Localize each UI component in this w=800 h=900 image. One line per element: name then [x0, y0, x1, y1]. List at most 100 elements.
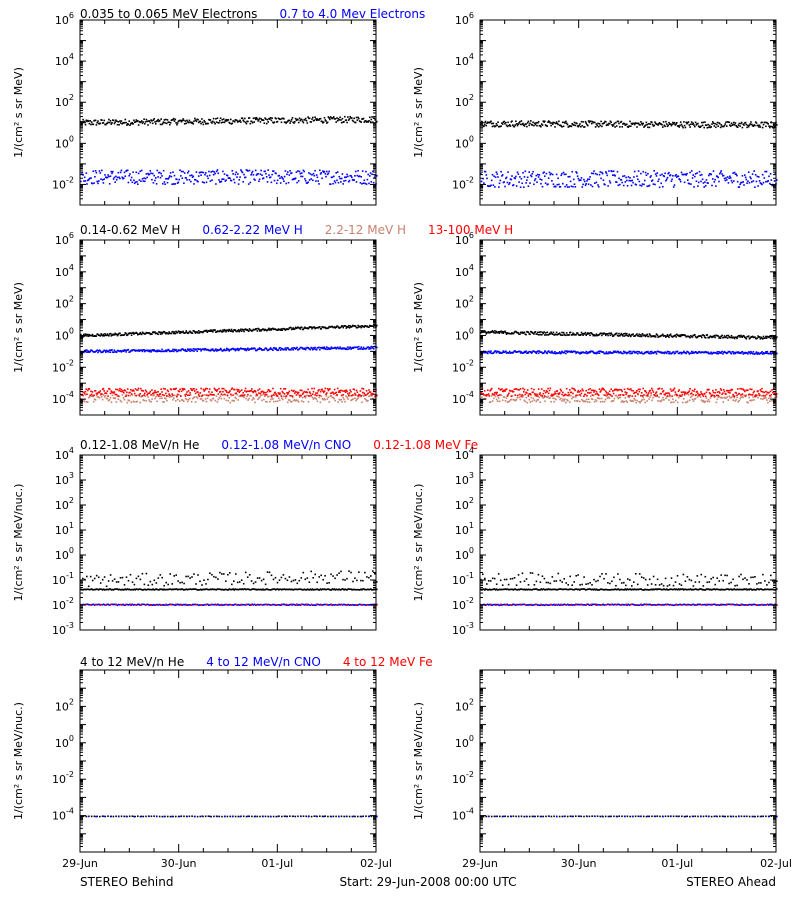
- data-point: [322, 170, 324, 172]
- data-point: [736, 337, 738, 340]
- data-point: [221, 387, 223, 390]
- data-point: [702, 334, 705, 336]
- data-point: [496, 124, 498, 127]
- data-point: [317, 390, 319, 392]
- data-point: [667, 335, 669, 337]
- data-point: [674, 124, 677, 126]
- data-point: [628, 396, 631, 399]
- data-point: [365, 325, 368, 328]
- data-point: [298, 170, 301, 173]
- data-point: [686, 400, 689, 403]
- data-point: [93, 398, 96, 400]
- data-point: [689, 336, 691, 339]
- data-point: [760, 398, 762, 400]
- data-point: [173, 348, 176, 351]
- data-point: [676, 350, 679, 353]
- data-point: [520, 332, 523, 334]
- data-point: [708, 388, 710, 391]
- data-point: [118, 124, 120, 126]
- data-point: [593, 391, 595, 393]
- data-point: [126, 334, 129, 336]
- data-point: [146, 176, 148, 179]
- data-point: [354, 394, 357, 396]
- data-point: [578, 394, 580, 396]
- data-point: [644, 335, 647, 338]
- data-point: [204, 121, 206, 123]
- data-point: [114, 121, 116, 123]
- data-point: [249, 394, 251, 397]
- y-tick-label: 10-2: [452, 175, 474, 191]
- data-point: [629, 120, 631, 123]
- data-point: [518, 389, 520, 391]
- data-point: [556, 390, 559, 392]
- data-point: [315, 394, 318, 397]
- data-point: [108, 349, 111, 351]
- data-point: [590, 120, 592, 123]
- data-point: [550, 352, 552, 354]
- data-point: [685, 401, 688, 404]
- data-point: [303, 170, 305, 173]
- data-point: [321, 347, 323, 350]
- data-point: [99, 335, 102, 337]
- data-point: [94, 170, 97, 172]
- data-point: [761, 121, 763, 124]
- data-point: [621, 181, 623, 184]
- data-point: [125, 395, 127, 397]
- data-point: [345, 347, 348, 350]
- data-point: [153, 394, 155, 396]
- data-point: [340, 181, 342, 183]
- data-point: [106, 390, 109, 392]
- data-point: [330, 346, 333, 348]
- data-point: [208, 174, 211, 177]
- data-point: [706, 400, 709, 403]
- data-point: [344, 115, 346, 118]
- data-point: [125, 121, 127, 124]
- data-point: [108, 118, 110, 121]
- data-point: [669, 388, 672, 390]
- data-point: [116, 395, 119, 398]
- data-point: [215, 183, 217, 185]
- data-point: [641, 333, 644, 335]
- data-point: [530, 175, 533, 178]
- data-point: [373, 117, 376, 120]
- data-point: [622, 350, 625, 353]
- data-point: [605, 334, 607, 337]
- data-point: [671, 123, 673, 126]
- data-point: [183, 394, 186, 396]
- data-point: [111, 394, 114, 397]
- data-point: [494, 391, 497, 394]
- data-point: [616, 170, 619, 173]
- data-point: [701, 393, 704, 396]
- data-point: [672, 388, 675, 391]
- data-point: [638, 333, 641, 336]
- data-point: [254, 390, 257, 393]
- data-point: [550, 401, 552, 403]
- data-point: [333, 180, 336, 182]
- data-point: [172, 171, 174, 173]
- data-point: [118, 389, 120, 392]
- data-point: [258, 118, 260, 121]
- data-point: [300, 175, 302, 178]
- data-point: [172, 350, 175, 353]
- data-point: [334, 118, 337, 120]
- data-point: [334, 399, 336, 402]
- data-point: [684, 126, 687, 129]
- data-point: [677, 175, 680, 178]
- data-point: [626, 401, 629, 403]
- data-point: [725, 393, 727, 395]
- data-point: [521, 396, 524, 398]
- data-point: [168, 395, 170, 398]
- data-point: [717, 176, 719, 179]
- data-point: [204, 173, 206, 176]
- data-point: [164, 350, 166, 352]
- data-point: [218, 179, 220, 181]
- data-point: [364, 325, 366, 327]
- data-point: [290, 326, 292, 329]
- data-point: [134, 181, 137, 183]
- data-point: [761, 351, 763, 353]
- data-point: [575, 352, 577, 355]
- data-point: [500, 394, 503, 396]
- data-point: [329, 395, 332, 397]
- data-point: [592, 394, 595, 397]
- data-point: [101, 335, 104, 337]
